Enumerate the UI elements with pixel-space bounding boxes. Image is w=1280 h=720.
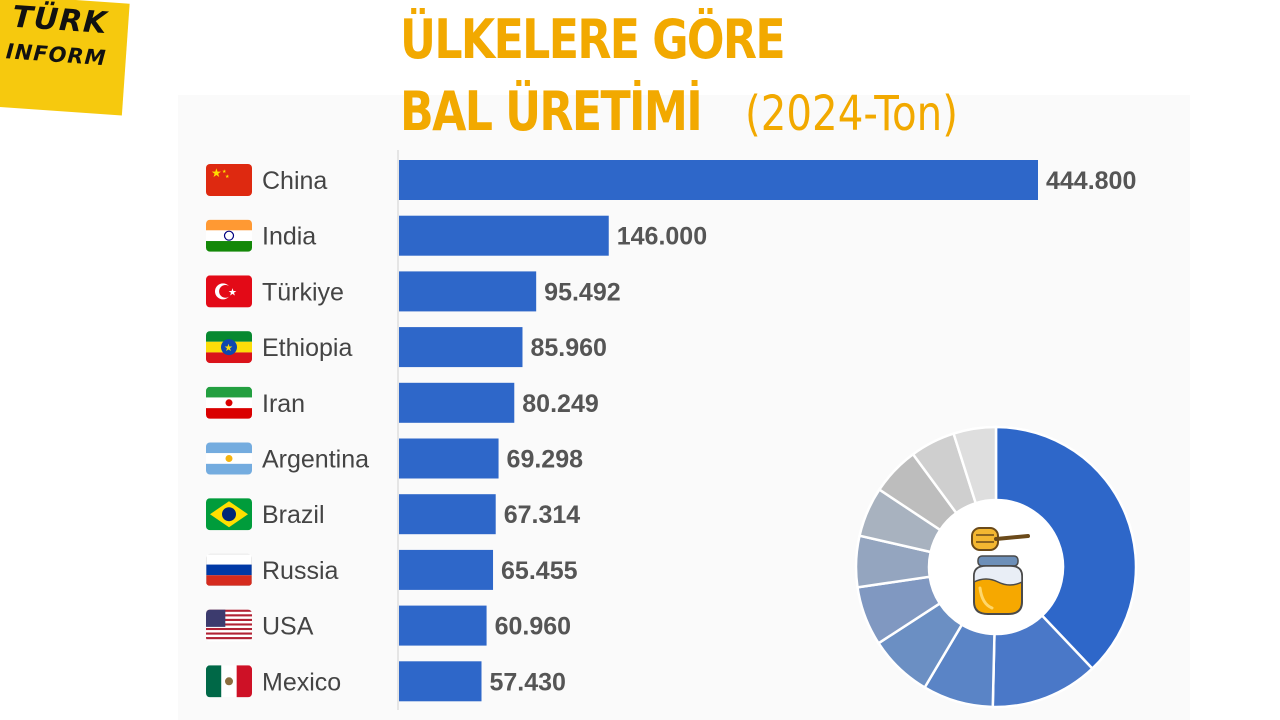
bar [399, 494, 496, 535]
mexico-flag-icon [206, 665, 252, 698]
value-label: 69.298 [507, 446, 584, 474]
value-label: 67.314 [504, 501, 581, 529]
svg-text:★: ★ [211, 166, 222, 180]
bar [399, 160, 1038, 200]
bar [399, 549, 494, 590]
bar-row-india: India 146.000 [206, 215, 707, 256]
china-flag-icon: ★ ★★ [206, 164, 252, 196]
bar [399, 661, 482, 702]
value-label: 85.960 [530, 334, 606, 362]
russia-flag-icon [206, 553, 252, 586]
svg-text:★: ★ [224, 343, 233, 354]
category-label: USA [262, 613, 314, 641]
value-label: 444.800 [1046, 167, 1136, 195]
bar [399, 215, 609, 256]
category-label: Iran [262, 390, 305, 418]
bar-row-russia: Russia 65.455 [206, 549, 578, 590]
svg-text:★: ★ [225, 174, 230, 180]
brazil-flag-icon [206, 498, 252, 531]
category-label: Argentina [262, 446, 369, 474]
bar-row-brazil: Brazil 67.314 [206, 494, 581, 535]
bar [399, 438, 499, 479]
bar [399, 327, 523, 368]
bar-row-mexico: Mexico 57.430 [206, 661, 566, 702]
value-label: 95.492 [544, 278, 620, 306]
india-flag-icon [206, 219, 252, 252]
category-label: China [262, 167, 327, 195]
bar-row-iran: Iran 80.249 [206, 382, 599, 423]
honey-pot-icon [971, 527, 1030, 615]
category-label: Russia [262, 557, 339, 585]
category-label: Mexico [262, 668, 341, 696]
bar-row-türkiye: ★ Türkiye 95.492 [206, 271, 621, 312]
page-title-line2: BAL ÜRETİMİ [400, 80, 703, 143]
value-label: 65.455 [501, 557, 578, 585]
donut-chart [854, 425, 1138, 709]
page-title-line1: ÜLKELERE GÖRE [400, 8, 786, 71]
bar-row-china: ★ ★★ China 444.800 [206, 160, 1136, 200]
bar-row-ethiopia: ★ Ethiopia 85.960 [206, 327, 607, 368]
svg-text:★: ★ [222, 169, 227, 175]
category-label: Ethiopia [262, 334, 352, 362]
usa-flag-icon [206, 609, 252, 642]
value-label: 57.430 [490, 668, 566, 696]
value-label: 60.960 [495, 613, 571, 641]
turkiye-flag-icon: ★ [206, 275, 252, 308]
ethiopia-flag-icon: ★ [206, 331, 252, 364]
value-label: 80.249 [522, 390, 598, 418]
bar [399, 271, 537, 312]
bar-row-usa: USA 60.960 [206, 605, 571, 646]
category-label: Türkiye [262, 278, 344, 306]
bar [399, 382, 515, 423]
bar-row-argentina: Argentina 69.298 [206, 438, 584, 479]
page-subtitle: (2024-Ton) [745, 86, 958, 142]
iran-flag-icon [206, 386, 252, 419]
value-label: 146.000 [617, 223, 707, 251]
svg-text:★: ★ [228, 287, 237, 298]
category-label: India [262, 223, 316, 251]
category-label: Brazil [262, 501, 325, 529]
bar [399, 605, 487, 646]
argentina-flag-icon [206, 442, 252, 475]
